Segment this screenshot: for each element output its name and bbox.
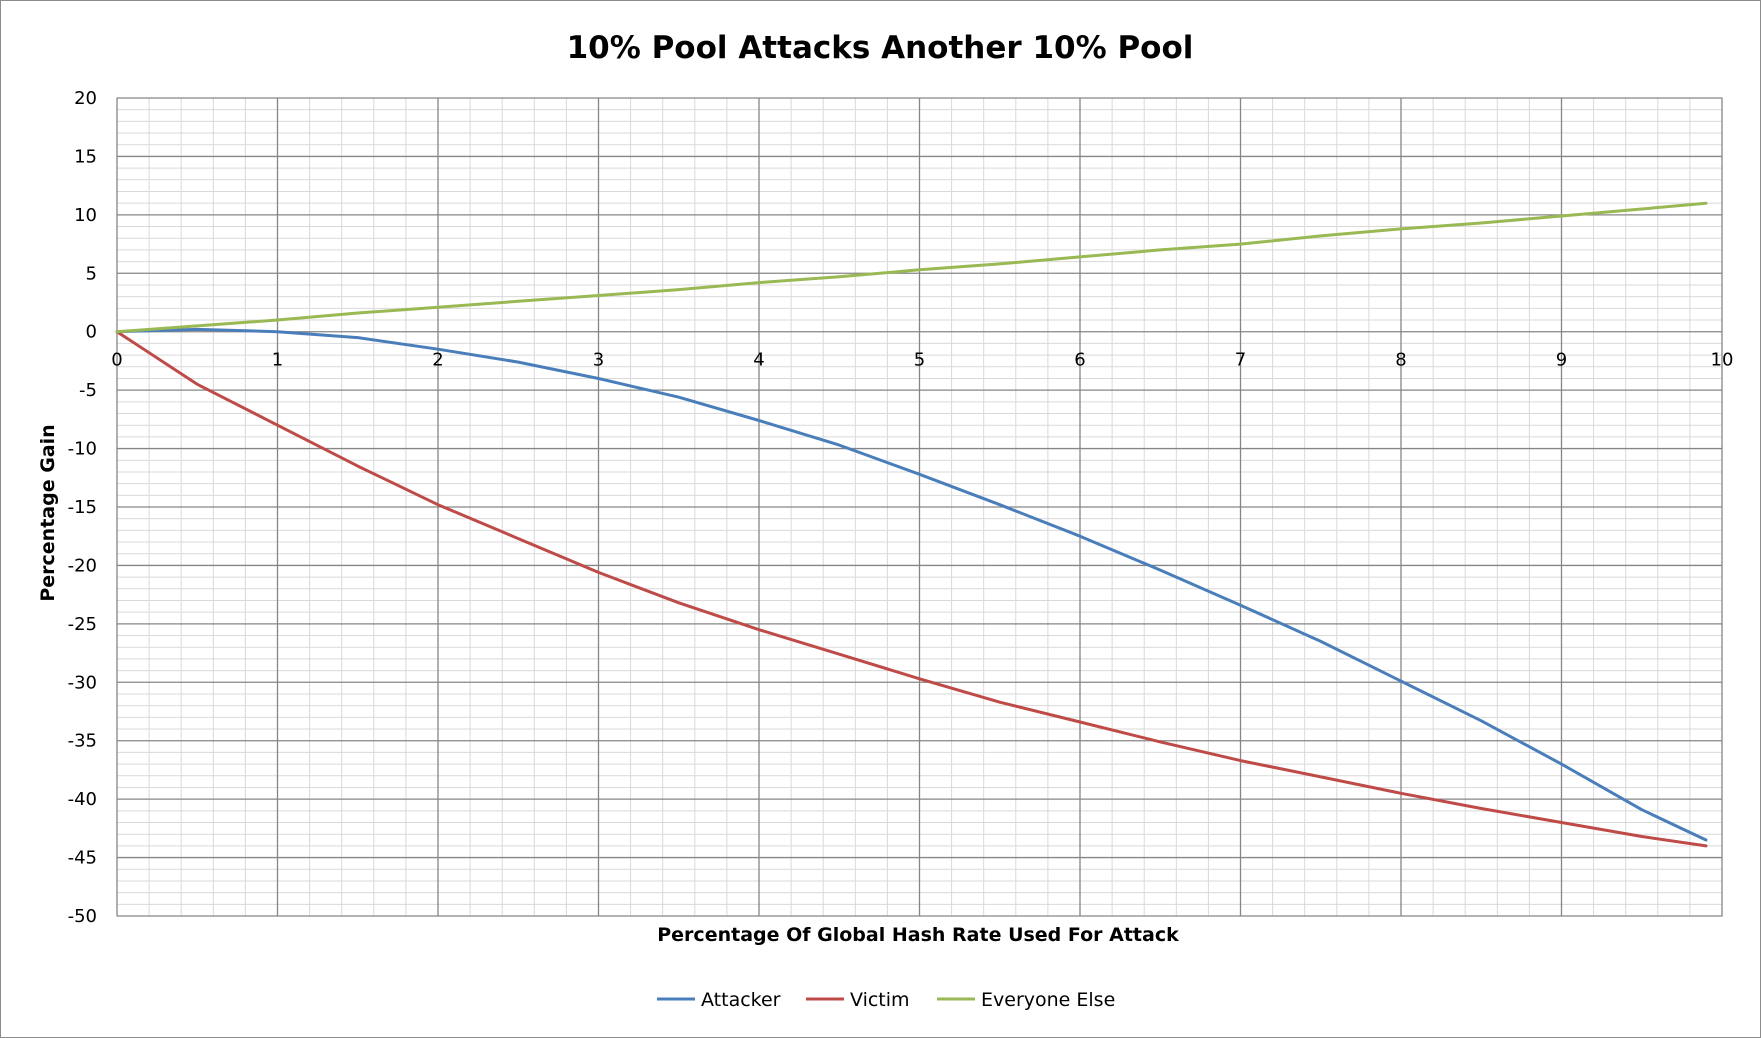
x-tick-label: 1 [272,350,283,371]
x-tick-label: 2 [432,350,443,371]
chart-title: 10% Pool Attacks Another 10% Pool [567,30,1194,66]
x-tick-label: 4 [753,350,764,371]
y-tick-label: -45 [68,848,97,869]
y-tick-label: 10 [74,205,97,226]
y-axis-label: Percentage Gain [37,424,59,601]
series-line-victim [115,330,1708,848]
legend: Attacker Victim Everyone Else [657,989,1115,1011]
y-tick-label: -10 [68,439,97,460]
y-tick-label: 20 [74,88,97,109]
y-tick-label: -30 [68,672,97,693]
y-tick-label: -35 [68,731,97,752]
y-axis-tick-labels: 20 15 10 5 0 -5 -10 -15 -20 -25 -30 -35 -40 -45 -50 [68,88,97,927]
x-tick-label: 9 [1556,350,1567,371]
series-lines [115,201,1708,848]
x-tick-label: 5 [914,350,925,371]
major-gridlines [116,97,1723,917]
y-tick-label: -5 [79,380,97,401]
legend-label: Victim [850,989,910,1011]
y-tick-label: -40 [68,789,97,810]
x-tick-label: 6 [1074,350,1085,371]
legend-label: Attacker [701,989,781,1011]
y-tick-label: -50 [68,906,97,927]
x-tick-label: 8 [1395,350,1406,371]
y-tick-label: 15 [74,146,97,167]
series-line-everyone-else [115,201,1708,334]
x-tick-label: 3 [593,350,604,371]
x-tick-label: 0 [111,350,122,371]
x-tick-label: 10 [1711,350,1734,371]
legend-label: Everyone Else [981,989,1115,1011]
x-axis-tick-labels: 0 1 2 3 4 5 6 7 8 9 10 [111,350,1733,371]
y-tick-label: 5 [86,263,97,284]
x-tick-label: 7 [1235,350,1246,371]
y-tick-label: -20 [68,555,97,576]
x-axis-label: Percentage Of Global Hash Rate Used For … [657,924,1179,946]
y-tick-label: -25 [68,614,97,635]
series-line-attacker [115,327,1708,842]
y-tick-label: -15 [68,497,97,518]
y-tick-label: 0 [86,322,97,343]
